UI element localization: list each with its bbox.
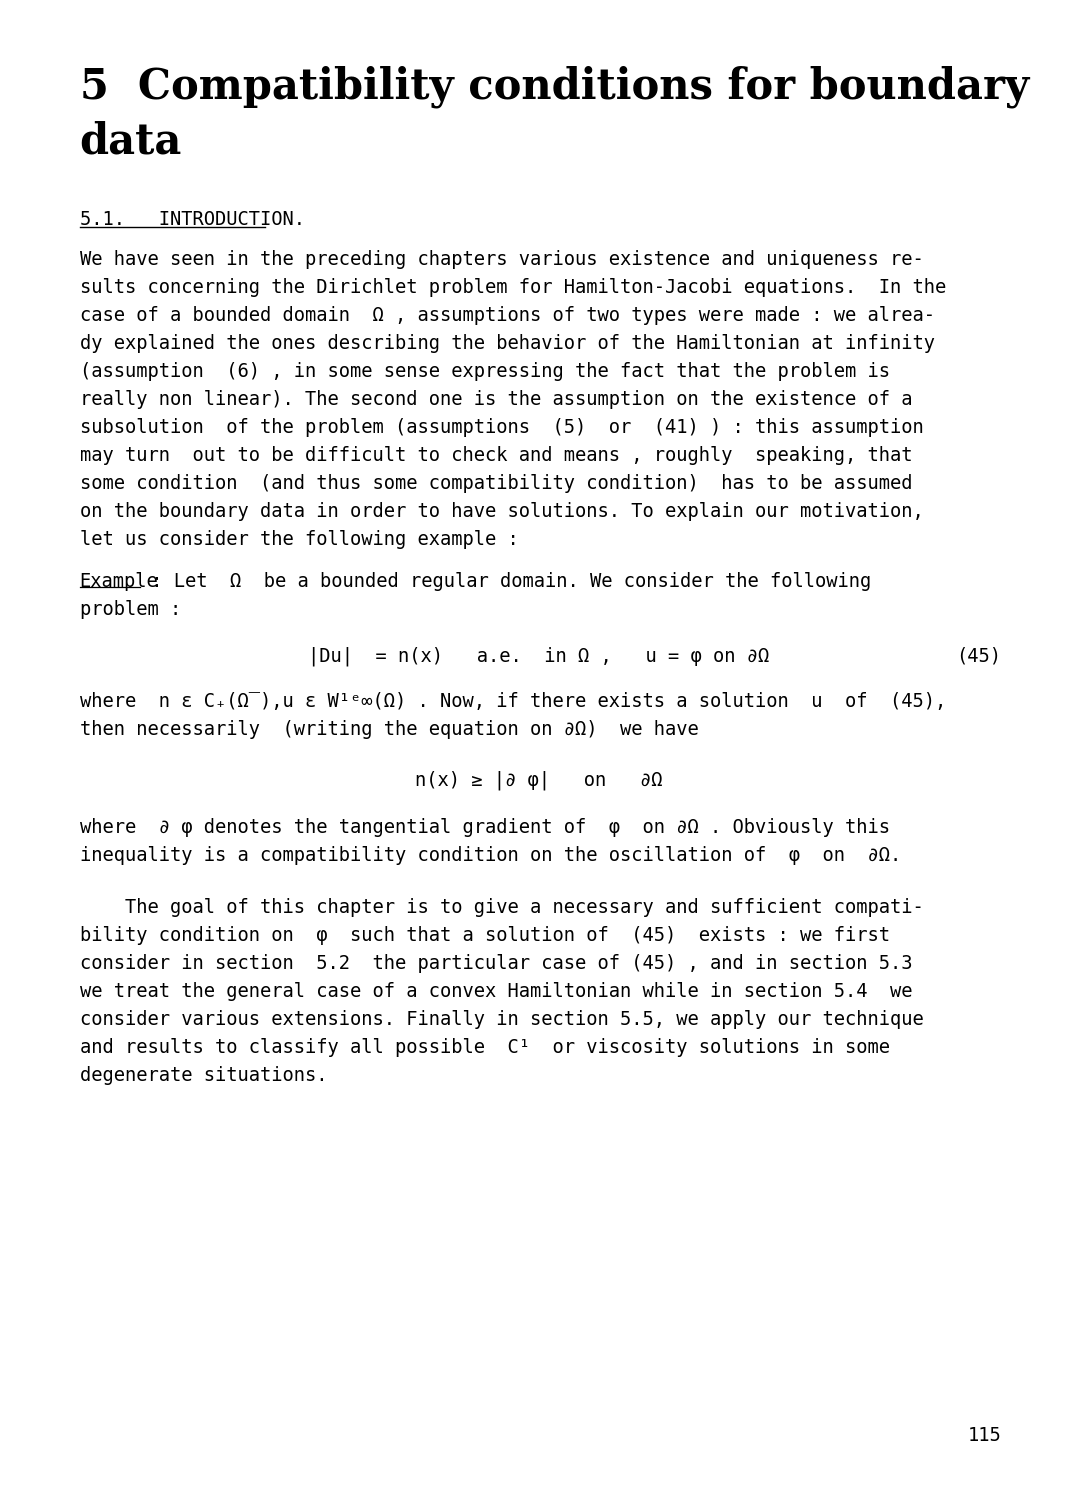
Text: consider various extensions. Finally in section 5.5, we apply our technique: consider various extensions. Finally in … xyxy=(80,1010,923,1029)
Text: some condition  (and thus some compatibility condition)  has to be assumed: some condition (and thus some compatibil… xyxy=(80,474,912,494)
Text: degenerate situations.: degenerate situations. xyxy=(80,1066,327,1084)
Text: The goal of this chapter is to give a necessary and sufficient compati-: The goal of this chapter is to give a ne… xyxy=(80,898,923,916)
Text: on the boundary data in order to have solutions. To explain our motivation,: on the boundary data in order to have so… xyxy=(80,503,923,520)
Text: We have seen in the preceding chapters various existence and uniqueness re-: We have seen in the preceding chapters v… xyxy=(80,251,923,268)
Text: really non linear). The second one is the assumption on the existence of a: really non linear). The second one is th… xyxy=(80,390,912,410)
Text: : Let  Ω  be a bounded regular domain. We consider the following: : Let Ω be a bounded regular domain. We … xyxy=(140,572,871,591)
Text: where  n ε C₊(Ω̅),u ε W¹ᵉ∞(Ω) . Now, if there exists a solution  u  of  (45),: where n ε C₊(Ω̅),u ε W¹ᵉ∞(Ω) . Now, if t… xyxy=(80,692,946,711)
Text: we treat the general case of a convex Hamiltonian while in section 5.4  we: we treat the general case of a convex Ha… xyxy=(80,982,912,1000)
Text: 115: 115 xyxy=(968,1426,1002,1444)
Text: (45): (45) xyxy=(956,646,1002,664)
Text: n(x) ≥ |∂ φ|   on   ∂Ω: n(x) ≥ |∂ φ| on ∂Ω xyxy=(415,770,662,789)
Text: Example: Example xyxy=(80,572,158,591)
Text: consider in section  5.2  the particular case of (45) , and in section 5.3: consider in section 5.2 the particular c… xyxy=(80,954,912,974)
Text: problem :: problem : xyxy=(80,600,181,619)
Text: 5.1.   INTRODUCTION.: 5.1. INTRODUCTION. xyxy=(80,210,305,230)
Text: 5  Compatibility conditions for boundary: 5 Compatibility conditions for boundary xyxy=(80,64,1029,108)
Text: bility condition on  φ  such that a solution of  (45)  exists : we first: bility condition on φ such that a soluti… xyxy=(80,926,890,945)
Text: then necessarily  (writing the equation on ∂Ω)  we have: then necessarily (writing the equation o… xyxy=(80,720,699,740)
Text: |Du|  = n(x)   a.e.  in Ω ,   u = φ on ∂Ω: |Du| = n(x) a.e. in Ω , u = φ on ∂Ω xyxy=(308,646,769,666)
Text: may turn  out to be difficult to check and means , roughly  speaking, that: may turn out to be difficult to check an… xyxy=(80,446,912,465)
Text: and results to classify all possible  C¹  or viscosity solutions in some: and results to classify all possible C¹ … xyxy=(80,1038,890,1058)
Text: dy explained the ones describing the behavior of the Hamiltonian at infinity: dy explained the ones describing the beh… xyxy=(80,334,935,352)
Text: data: data xyxy=(80,120,182,162)
Text: (assumption  (6) , in some sense expressing the fact that the problem is: (assumption (6) , in some sense expressi… xyxy=(80,362,890,381)
Text: let us consider the following example :: let us consider the following example : xyxy=(80,530,518,549)
Text: sults concerning the Dirichlet problem for Hamilton-Jacobi equations.  In the: sults concerning the Dirichlet problem f… xyxy=(80,278,946,297)
Text: where  ∂ φ denotes the tangential gradient of  φ  on ∂Ω . Obviously this: where ∂ φ denotes the tangential gradien… xyxy=(80,818,890,837)
Text: subsolution  of the problem (assumptions  (5)  or  (41) ) : this assumption: subsolution of the problem (assumptions … xyxy=(80,419,923,436)
Text: inequality is a compatibility condition on the oscillation of  φ  on  ∂Ω.: inequality is a compatibility condition … xyxy=(80,846,901,865)
Text: case of a bounded domain  Ω , assumptions of two types were made : we alrea-: case of a bounded domain Ω , assumptions… xyxy=(80,306,935,326)
